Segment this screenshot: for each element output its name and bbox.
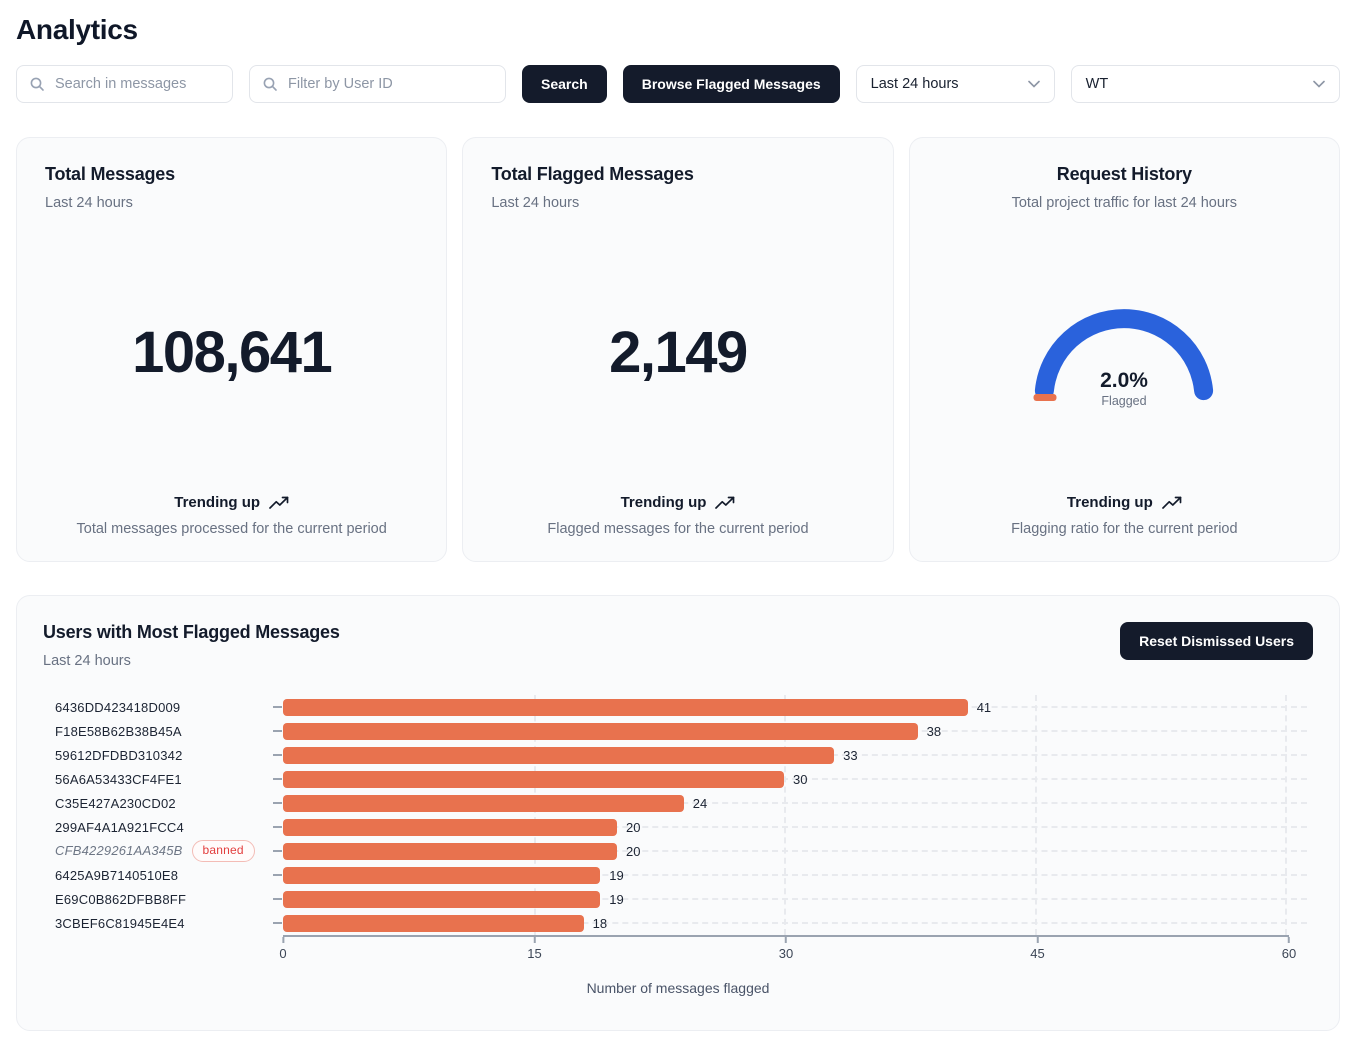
flagged-count-bar[interactable] — [283, 722, 918, 740]
user-id-label: 299AF4A1A921FCC4 — [55, 819, 184, 835]
trend-label: Trending up — [174, 494, 261, 511]
trending-up-icon — [1161, 496, 1182, 510]
bar-value-label: 33 — [843, 747, 858, 763]
bar-value-label: 30 — [793, 771, 808, 787]
banned-badge: banned — [191, 839, 255, 863]
user-id-label: 56A6A53433CF4FE1 — [55, 771, 182, 787]
chart-row: CFB4229261AA345B banned 20 — [43, 839, 1313, 863]
user-id-label: E69C0B862DFBB8FF — [55, 891, 187, 907]
x-axis-tick: 15 — [527, 937, 542, 961]
search-button[interactable]: Search — [522, 65, 607, 103]
card-subtitle: Last 24 hours — [45, 195, 133, 211]
user-id-label: CFB4229261AA345B banned — [43, 839, 283, 863]
chevron-down-icon — [1027, 80, 1040, 88]
chart-row: 6425A9B7140510E8 19 — [43, 863, 1313, 887]
x-axis: 0 15 30 45 60 — [279, 935, 1296, 965]
project-select[interactable]: WT — [1070, 65, 1340, 103]
flagged-count-bar[interactable] — [283, 794, 684, 812]
trend-label: Trending up — [620, 494, 707, 511]
chart-rows: 6436DD423418D009 41 F18E58B62B38B45A 38 5961… — [43, 695, 1313, 935]
chart-row: 59612DFDBD310342 33 — [43, 743, 1313, 767]
bar-value-label: 20 — [626, 843, 641, 859]
trend-description: Total messages processed for the current… — [76, 521, 387, 537]
flagged-count-bar[interactable] — [283, 818, 617, 836]
stat-cards: Total Messages Last 24 hours 108,641 Tre… — [16, 137, 1340, 562]
gauge-arc-flagged — [1033, 393, 1057, 401]
bar-value-label: 41 — [976, 699, 992, 715]
x-axis-label: Number of messages flagged — [586, 980, 770, 996]
flagged-users-panel: Users with Most Flagged Messages Last 24… — [16, 595, 1340, 1031]
bar-value-label: 24 — [692, 795, 708, 811]
project-value: WT — [1085, 76, 1109, 92]
time-range-select[interactable]: Last 24 hours — [855, 65, 1055, 103]
user-id-label: 3CBEF6C81945E4E4 — [55, 915, 185, 931]
flagged-count-bar[interactable] — [283, 770, 784, 788]
search-icon — [262, 76, 278, 92]
chevron-down-icon — [1313, 80, 1325, 88]
page-title: Analytics — [16, 14, 138, 45]
flagged-count-bar[interactable] — [283, 890, 601, 908]
card-title: Total Messages — [45, 164, 175, 184]
x-axis-tick: 30 — [779, 937, 793, 961]
filter-user-id-input[interactable] — [288, 76, 493, 92]
panel-title: Users with Most Flagged Messages — [43, 622, 340, 642]
toolbar: Search Browse Flagged Messages Last 24 h… — [16, 65, 1340, 103]
gauge-label: Flagged — [1102, 394, 1147, 408]
total-flagged-value: 2,149 — [609, 320, 748, 385]
flagged-count-bar[interactable] — [283, 698, 968, 716]
card-subtitle: Total project traffic for last 24 hours — [1011, 195, 1238, 211]
chart-row: 299AF4A1A921FCC4 20 — [43, 815, 1313, 839]
trending-up-icon — [269, 496, 289, 510]
request-history-card: Request History Total project traffic fo… — [908, 137, 1340, 562]
trend-description: Flagged messages for the current period — [547, 521, 809, 537]
trend-label: Trending up — [1066, 494, 1153, 511]
search-messages-field — [16, 65, 233, 103]
flagged-ratio-gauge: 2.0% Flagged — [1024, 297, 1224, 409]
total-messages-value: 108,641 — [132, 320, 333, 385]
chart-row: 3CBEF6C81945E4E4 18 — [43, 911, 1313, 935]
bar-value-label: 20 — [626, 819, 641, 835]
search-icon — [29, 76, 45, 92]
card-subtitle: Last 24 hours — [491, 195, 580, 211]
x-axis-tick: 60 — [1282, 937, 1296, 961]
gauge-value: 2.0% — [1100, 369, 1148, 392]
panel-subtitle: Last 24 hours — [43, 653, 131, 669]
bar-value-label: 18 — [592, 915, 608, 931]
flagged-count-bar[interactable] — [283, 914, 584, 932]
user-id-label: 6436DD423418D009 — [55, 699, 181, 715]
user-id-label: C35E427A230CD02 — [55, 795, 176, 811]
flagged-count-bar[interactable] — [283, 866, 601, 884]
reset-dismissed-users-button[interactable]: Reset Dismissed Users — [1120, 622, 1313, 660]
x-axis-tick: 45 — [1030, 937, 1045, 961]
bar-value-label: 19 — [609, 891, 624, 907]
gauge-arc-clean — [1035, 308, 1214, 400]
total-flagged-card: Total Flagged Messages Last 24 hours 2,1… — [462, 137, 894, 562]
chart-row: C35E427A230CD02 24 — [43, 791, 1313, 815]
filter-user-field — [249, 65, 506, 103]
trending-up-icon — [715, 496, 735, 510]
bar-value-label: 19 — [609, 867, 624, 883]
time-range-value: Last 24 hours — [870, 76, 959, 92]
trend-description: Flagging ratio for the current period — [1011, 521, 1238, 537]
flagged-count-bar[interactable] — [283, 746, 835, 764]
card-title: Total Flagged Messages — [491, 164, 694, 184]
flagged-count-bar[interactable] — [283, 842, 617, 860]
chart-row: E69C0B862DFBB8FF 19 — [43, 887, 1313, 911]
user-id-label: 59612DFDBD310342 — [55, 747, 183, 763]
bar-value-label: 38 — [926, 723, 942, 739]
user-id-label: 6425A9B7140510E8 — [55, 867, 179, 883]
chart-row: F18E58B62B38B45A 38 — [43, 719, 1313, 743]
flagged-users-bar-chart: 6436DD423418D009 41 F18E58B62B38B45A 38 5961… — [43, 695, 1313, 996]
total-messages-card: Total Messages Last 24 hours 108,641 Tre… — [16, 137, 448, 562]
browse-flagged-messages-button[interactable]: Browse Flagged Messages — [622, 65, 840, 103]
card-title: Request History — [1056, 164, 1192, 184]
chart-row: 56A6A53433CF4FE1 30 — [43, 767, 1313, 791]
chart-row: 6436DD423418D009 41 — [43, 695, 1313, 719]
search-input[interactable] — [55, 76, 220, 92]
x-axis-tick: 0 — [279, 937, 287, 961]
user-id-label: F18E58B62B38B45A — [55, 723, 182, 739]
